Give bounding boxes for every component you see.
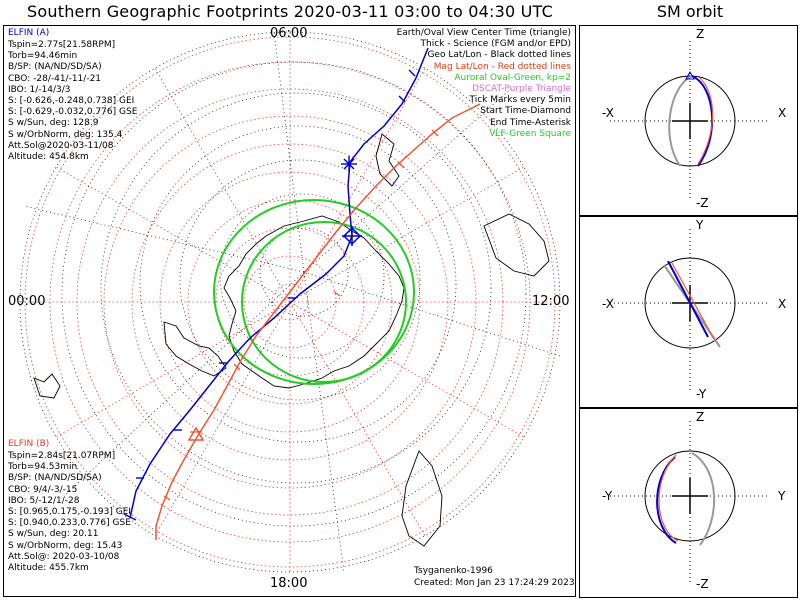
time-label-right: 12:00 bbox=[532, 294, 570, 309]
australia-coastline bbox=[483, 213, 550, 277]
legend-item: Earth/Oval View Center Time (triangle) bbox=[396, 28, 571, 38]
legend-item: DSCAT-Purple Triangle bbox=[472, 84, 571, 94]
plot-title: Southern Geographic Footprints 2020-03-1… bbox=[27, 2, 553, 21]
orbit-xy-bottom-label: -Y bbox=[696, 387, 707, 401]
elfin-a-info-line: B/SP: (NA/ND/SD/SA) bbox=[8, 62, 102, 73]
orbit-xy-top-label: Y bbox=[696, 218, 704, 232]
footprint-map bbox=[19, 31, 561, 573]
legend-item: Mag Lat/Lon - Red dotted lines bbox=[433, 61, 571, 72]
elfin-b-trajectory bbox=[155, 103, 481, 540]
elfin-b-info-line: Altitude: 455.7km bbox=[8, 563, 89, 573]
elfin-b-name: ELFIN (B) bbox=[8, 439, 50, 449]
elfin-b-view-center-triangle bbox=[187, 426, 205, 441]
elfin-a-info-line: IBO: 1/-14/3/3 bbox=[8, 84, 71, 95]
orbit-yz-top-label: Z bbox=[696, 410, 705, 424]
orbit-yz-bottom-label: -Z bbox=[696, 577, 709, 591]
elfin-b-info-line: Tspin=2.84s[21.07RPM] bbox=[8, 451, 116, 461]
elfin-a-info-line: S w/Sun, deg: 128.9 bbox=[8, 118, 99, 129]
elfin-b-info-line: S: [0.965,0.175,-0.193] GEI bbox=[8, 507, 132, 517]
legend-item: Auroral Oval-Green, kp=2 bbox=[454, 72, 571, 83]
elfin-b-ticks bbox=[163, 129, 439, 501]
geo-grid bbox=[19, 31, 561, 573]
africa-coastline bbox=[401, 450, 443, 547]
footprint-map-panel: 06:00 00:00 12:00 18:00 ELFIN (A) Tspin=… bbox=[3, 25, 576, 597]
orbit-xz-bottom-label: -Z bbox=[696, 196, 709, 210]
orbit-panel-yz: Z -Z -Y Y bbox=[579, 408, 798, 598]
elfin-b-info-line: S w/Sun, deg: 20.11 bbox=[8, 529, 99, 540]
orbit-plot-xy bbox=[610, 229, 770, 393]
elfin-a-info-line: Altitude: 454.8km bbox=[8, 152, 89, 162]
time-label-top: 06:00 bbox=[270, 26, 308, 41]
orbit-yz-right-label: Y bbox=[778, 489, 786, 503]
orbit-panel-xy: Y -Y -X X bbox=[579, 216, 798, 408]
orbit-xy-left-label: -X bbox=[602, 297, 614, 311]
orbit-xz-top-label: Z bbox=[696, 27, 705, 41]
orbit-title: SM orbit bbox=[656, 2, 724, 21]
orbit-plot-xz bbox=[610, 41, 770, 201]
mag-grid bbox=[20, 32, 560, 572]
elfin-b-info-line: S: [0.940,0.233,0.776] GSE bbox=[8, 518, 131, 529]
orbit-xz-left-label: -X bbox=[602, 106, 614, 120]
model-credit: Tsyganenko-1996 bbox=[414, 566, 493, 576]
elfin-b-info-line: B/SP: (NA/ND/SD/SA) bbox=[8, 473, 102, 484]
orbit-yz-left-label: -Y bbox=[602, 489, 613, 503]
created-timestamp: Created: Mon Jan 23 17:24:29 2023 bbox=[414, 578, 575, 588]
elfin-b-info-line: CBO: 9/4/-3/-15 bbox=[8, 484, 78, 495]
elfin-a-info-line: S: [-0.629,-0.032,0.776] GSE bbox=[8, 107, 138, 118]
elfin-a-info-line: CBO: -28/-41/-11/-21 bbox=[8, 73, 102, 84]
south-america-coastline bbox=[163, 321, 227, 377]
elfin-b-info-line: Att.Sol@: 2020-03-10/08 bbox=[8, 551, 120, 562]
legend-item: Geo Lat/Lon - Black dotted lines bbox=[427, 50, 571, 61]
elfin-b-info-line: S w/OrbNorm, deg: 15.43 bbox=[8, 540, 123, 551]
antarctica-coastline bbox=[223, 215, 405, 389]
elfin-a-info-line: S: [-0.626,-0.248,0.738] GEI bbox=[8, 96, 135, 106]
misc-island-coastline bbox=[33, 373, 61, 399]
legend-item: Thick - Science (FGM and/or EPD) bbox=[420, 39, 571, 50]
new-zealand-coastline bbox=[375, 133, 400, 187]
auroral-oval-inner bbox=[241, 221, 407, 383]
elfin-a-ticks bbox=[123, 69, 416, 521]
elfin-a-name: ELFIN (A) bbox=[8, 28, 50, 38]
elfin-b-info-line: Torb=94.53min bbox=[8, 462, 78, 473]
elfin-b-info-line: IBO: 5/-12/1/-28 bbox=[8, 495, 80, 506]
legend-item: Start Time-Diamond bbox=[480, 106, 571, 117]
auroral-oval-outer bbox=[213, 199, 415, 385]
legend-item: VLF-Green Square bbox=[489, 128, 571, 139]
elfin-a-info-line: S w/OrbNorm, deg: 135.4 bbox=[8, 129, 123, 140]
orbit-panel-xz: Z -Z -X X bbox=[579, 25, 798, 216]
legend-item: Tick Marks every 5min bbox=[469, 95, 571, 106]
time-label-left: 00:00 bbox=[8, 294, 46, 309]
orbit-xy-right-label: X bbox=[778, 297, 787, 311]
orbit-xz-right-label: X bbox=[778, 106, 787, 120]
elfin-a-info-line: Att.Sol@2020-03-11/08 bbox=[8, 140, 114, 151]
elfin-a-info-line: Torb=94.46min bbox=[8, 51, 78, 62]
legend-item: End Time-Asterisk bbox=[489, 117, 571, 128]
elfin-a-trajectory bbox=[129, 47, 429, 519]
elfin-a-info-line: Tspin=2.77s[21.58RPM] bbox=[8, 40, 116, 50]
orbit-plot-yz bbox=[610, 421, 770, 585]
elfin-a-start-diamond bbox=[342, 226, 362, 246]
time-label-bottom: 18:00 bbox=[270, 576, 308, 591]
